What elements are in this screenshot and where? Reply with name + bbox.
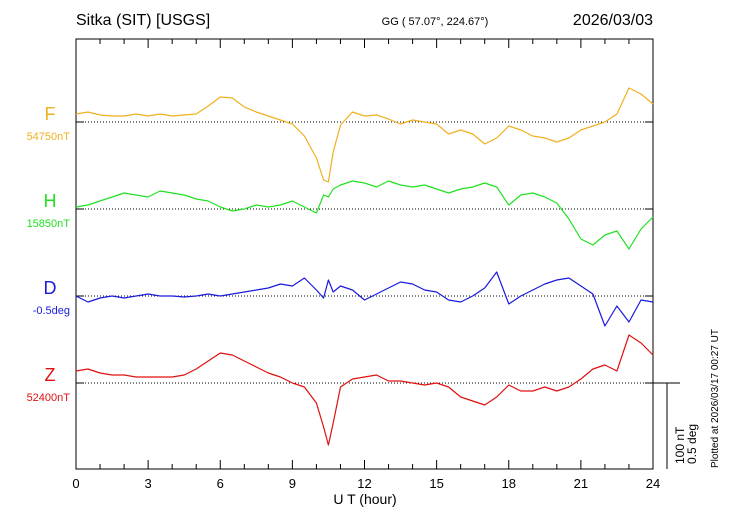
- plot-frame: [75, 38, 654, 470]
- x-tick-label-0: 0: [72, 476, 79, 491]
- scale-bar: 100 nT 0.5 deg: [653, 382, 699, 469]
- x-tick-label-24: 24: [646, 476, 660, 491]
- baselines: [76, 121, 653, 384]
- date-label: 2026/03/03: [573, 12, 653, 29]
- x-tick-label-3: 3: [145, 476, 152, 491]
- x-axis-title: U T (hour): [333, 491, 396, 507]
- series-line-h: [75, 180, 654, 250]
- x-tick-label-15: 15: [429, 476, 443, 491]
- x-tick-label-12: 12: [357, 476, 371, 491]
- baseline-value-h: 15850nT: [27, 218, 71, 230]
- x-tick-label-21: 21: [574, 476, 588, 491]
- scale-bar-nt: 100 nT: [673, 426, 687, 464]
- component-label-z: Z: [45, 365, 56, 385]
- baseline-value-f: 54750nT: [27, 131, 71, 143]
- baseline-value-z: 52400nT: [27, 392, 71, 404]
- component-label-h: H: [44, 191, 57, 211]
- baseline-value-d: -0.5deg: [33, 305, 70, 317]
- x-axis: 0 3 6 9 12 15 18 21 24: [72, 39, 660, 491]
- series-line-d: [75, 271, 654, 327]
- x-tick-label-9: 9: [289, 476, 296, 491]
- x-tick-label-18: 18: [502, 476, 516, 491]
- station-title: Sitka (SIT) [USGS]: [76, 12, 210, 29]
- component-label-d: D: [44, 278, 57, 298]
- x-tick-label-6: 6: [217, 476, 224, 491]
- plotted-timestamp: Plotted at 2026/03/17 00:27 UT: [710, 329, 721, 468]
- scale-bar-deg: 0.5 deg: [685, 424, 699, 464]
- series-line-f: [75, 87, 654, 183]
- component-labels: F 54750nT H 15850nT D -0.5deg Z 52400nT: [27, 104, 71, 404]
- series-line-z: [75, 334, 654, 446]
- coordinates-label: GG ( 57.07°, 224.67°): [382, 16, 489, 28]
- series-lines: [75, 87, 654, 446]
- component-label-f: F: [45, 104, 56, 124]
